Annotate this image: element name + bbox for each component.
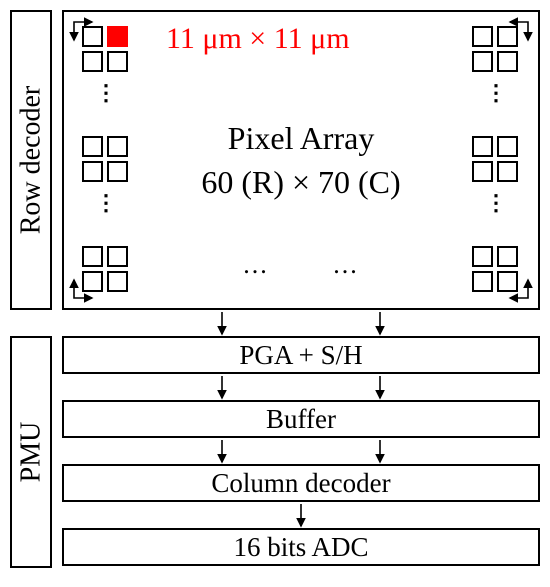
pixel-icon xyxy=(497,136,518,157)
pixel-icon xyxy=(82,161,103,182)
pixel-icon xyxy=(497,271,518,292)
pixel-array-col-ellipsis: ... ... xyxy=(64,250,538,280)
vdots-icon: ⋮ xyxy=(472,90,520,96)
pixel-array-block: 11 μm × 11 μm Pixel Array 60 (R) × 70 (C… xyxy=(62,10,540,310)
pixel-cluster xyxy=(82,246,130,294)
pixel-cluster xyxy=(472,246,520,294)
pixel-icon xyxy=(82,246,103,267)
ellipsis-icon: ... xyxy=(243,250,269,279)
pixel-icon xyxy=(107,136,128,157)
ellipsis-icon: ... xyxy=(333,250,359,279)
pixel-icon xyxy=(107,51,128,72)
pixel-icon xyxy=(497,51,518,72)
pmu-label: PMU xyxy=(15,422,47,483)
pixel-icon xyxy=(497,26,518,47)
pixel-array-title: Pixel Array xyxy=(64,120,538,157)
stage-buffer: Buffer xyxy=(62,400,540,438)
pixel-size-text: 11 μm × 11 μm xyxy=(166,22,350,56)
row-decoder-block: Row decoder xyxy=(10,10,52,310)
flow-arrows-array-to-pga xyxy=(62,310,540,336)
stage-pga-sh: PGA + S/H xyxy=(62,336,540,374)
stage-adc: 16 bits ADC xyxy=(62,528,540,566)
stage-label: PGA + S/H xyxy=(239,340,362,371)
pixel-icon xyxy=(107,246,128,267)
pixel-array-dimensions: 60 (R) × 70 (C) xyxy=(64,164,538,201)
pixel-cluster xyxy=(82,136,130,184)
vdots-icon: ⋮ xyxy=(82,90,130,96)
pixel-cluster xyxy=(472,26,520,74)
stage-label: 16 bits ADC xyxy=(233,532,368,563)
flow-arrows-pga-to-buffer xyxy=(62,374,540,400)
pixel-highlighted-icon xyxy=(107,26,128,47)
pixel-cluster xyxy=(472,136,520,184)
pixel-icon xyxy=(472,161,493,182)
pixel-icon xyxy=(82,26,103,47)
vdots-icon: ⋮ xyxy=(82,200,130,206)
pmu-block: PMU xyxy=(10,336,52,568)
stage-label: Column decoder xyxy=(211,468,390,499)
pixel-icon xyxy=(82,271,103,292)
flow-arrows-buffer-to-coldec xyxy=(62,438,540,464)
vdots-icon: ⋮ xyxy=(472,200,520,206)
pixel-icon xyxy=(497,246,518,267)
pixel-icon xyxy=(497,161,518,182)
pixel-icon xyxy=(107,271,128,292)
pixel-icon xyxy=(472,26,493,47)
pixel-icon xyxy=(82,51,103,72)
pixel-cluster xyxy=(82,26,130,74)
stage-label: Buffer xyxy=(266,404,336,435)
row-decoder-label: Row decoder xyxy=(15,86,47,235)
stage-column-decoder: Column decoder xyxy=(62,464,540,502)
pixel-icon xyxy=(472,51,493,72)
flow-arrows-coldec-to-adc xyxy=(62,502,540,528)
pixel-icon xyxy=(472,271,493,292)
pixel-icon xyxy=(107,161,128,182)
sensor-architecture-diagram: Row decoder PMU 11 μm × 11 μm Pixel Arra… xyxy=(10,10,540,577)
pixel-icon xyxy=(82,136,103,157)
pixel-icon xyxy=(472,246,493,267)
pixel-icon xyxy=(472,136,493,157)
